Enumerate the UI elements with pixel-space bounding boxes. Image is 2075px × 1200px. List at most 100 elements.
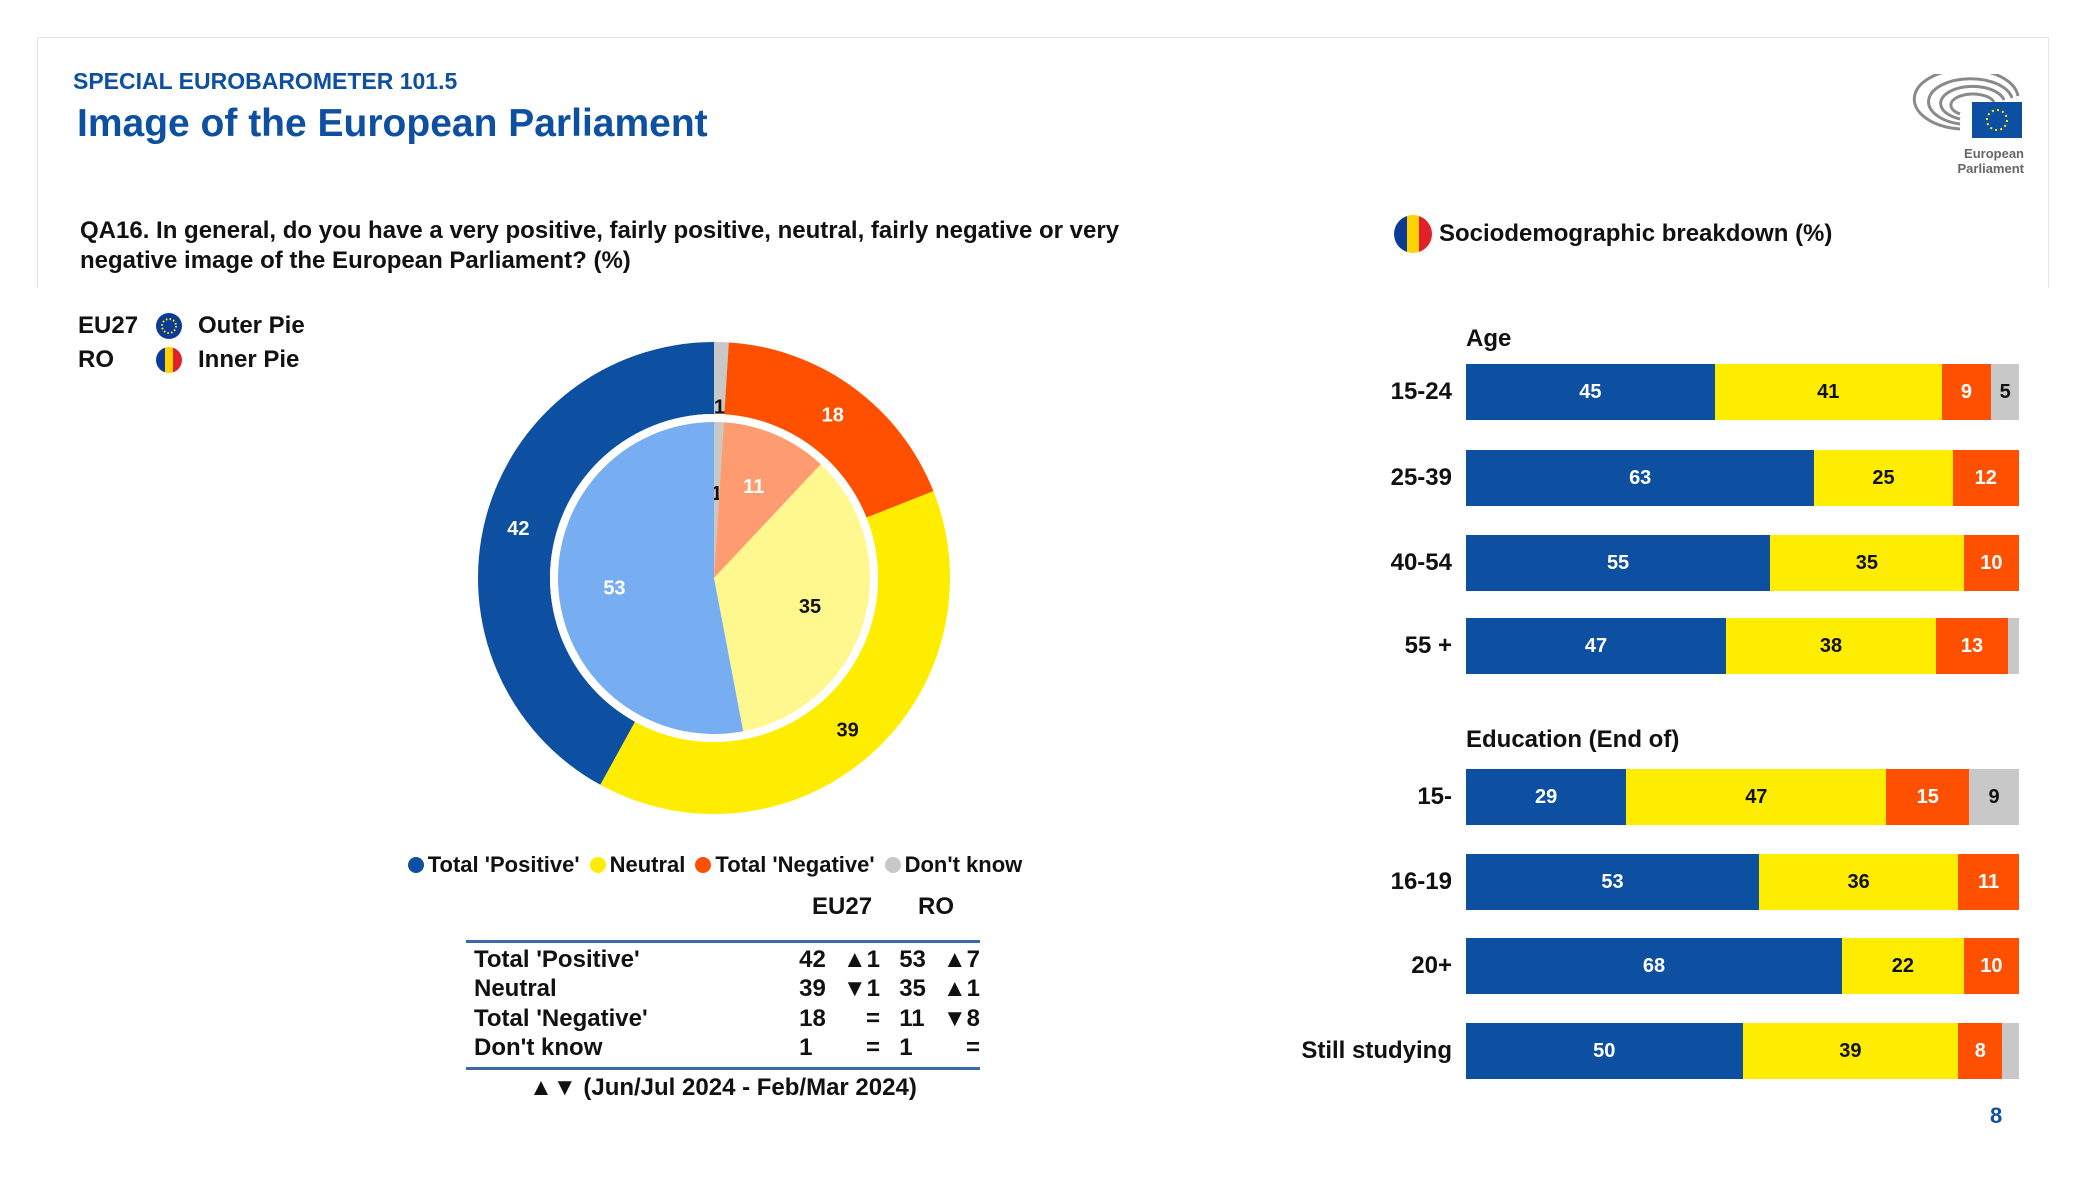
bar-category-label: 16-19 <box>1390 868 1452 895</box>
neutral-dot-icon <box>589 857 606 873</box>
legend-code: RO <box>78 346 114 373</box>
bar-segment-neutral: 47 <box>1626 769 1887 825</box>
question-text: QA16. In general, do you have a very pos… <box>80 217 1120 274</box>
bar-segment-positive: 53 <box>1466 854 1760 910</box>
row-label: Neutral <box>474 975 557 1003</box>
bar-segment-positive: 29 <box>1466 769 1627 825</box>
bar-segment-neutral: 39 <box>1742 1023 1959 1079</box>
eu27-change: = <box>865 1034 880 1062</box>
ro-flag-icon <box>1394 215 1432 253</box>
eu27-change: ▼1 <box>842 975 880 1003</box>
legend-eu27: EU27 Outer Pie <box>78 312 305 340</box>
outer-label-neutral: 39 <box>836 720 858 742</box>
page-title: Image of the European Parliament <box>77 102 708 145</box>
stacked-bar: 55 35 10 <box>1466 535 2019 591</box>
legend-label: Neutral <box>609 852 686 877</box>
socio-title: Sociodemographic breakdown (%) <box>1439 220 1833 247</box>
outer-label-negative: 18 <box>822 405 844 427</box>
negative-dot-icon <box>695 857 712 873</box>
eu27-value: 39 <box>799 975 826 1003</box>
bar-category-label: 55 + <box>1404 632 1452 659</box>
ro-value: 35 <box>899 975 926 1003</box>
ro-change: = <box>965 1034 980 1062</box>
outer-label-dontknow: 1 <box>714 396 725 418</box>
eu27-value: 42 <box>799 945 826 973</box>
bar-segment-neutral: 35 <box>1770 535 1964 591</box>
stacked-bar: 68 22 10 <box>1466 938 2019 994</box>
bar-segment-positive: 68 <box>1466 938 1843 994</box>
bar-segment-dontknow: 5 <box>1991 364 2019 420</box>
stacked-bar: 29 47 15 9 <box>1466 769 2019 825</box>
bar-segment-neutral: 38 <box>1725 618 1937 674</box>
eu27-value: 1 <box>799 1034 813 1062</box>
bar-segment-negative: 10 <box>1963 938 2019 994</box>
legend-label: Inner Pie <box>198 346 300 373</box>
dontknow-dot-icon <box>884 857 901 873</box>
row-label: Don't know <box>474 1034 603 1062</box>
legend-label: Total 'Negative' <box>715 852 875 877</box>
ro-value: 1 <box>899 1034 913 1062</box>
eu27-change: ▲1 <box>842 945 880 973</box>
ro-change: ▼8 <box>942 1004 980 1032</box>
eu27-change: = <box>865 1004 880 1032</box>
section-heading: Education (End of) <box>1466 726 1680 753</box>
inner-slice-positive <box>558 422 744 734</box>
legend-label: Outer Pie <box>198 312 305 339</box>
bar-category-label: 20+ <box>1411 952 1452 979</box>
outer-slice-neutral <box>600 491 950 814</box>
ro-change: ▲1 <box>942 975 980 1003</box>
bar-category-label: 15-24 <box>1390 378 1452 405</box>
section-heading: Age <box>1466 325 1512 352</box>
inner-slice-negative <box>714 422 821 578</box>
bar-segment-neutral: 36 <box>1759 854 1959 910</box>
outer-slice-negative <box>724 342 934 518</box>
stacked-bar: 47 38 13 <box>1466 618 2019 674</box>
bar-segment-negative: 10 <box>1963 535 2019 591</box>
legend-neutral: Neutral <box>589 852 686 878</box>
ro-value: 53 <box>899 945 926 973</box>
row-label: Total 'Negative' <box>474 1004 648 1032</box>
logo-text: European Parliament <box>1957 146 2024 176</box>
outer-label-positive: 42 <box>507 518 529 540</box>
stacked-bar: 45 41 9 5 <box>1466 364 2019 420</box>
bar-segment-negative: 12 <box>1952 450 2019 506</box>
bar-segment-neutral: 41 <box>1714 364 1942 420</box>
bar-segment-dontknow <box>2002 1023 2019 1079</box>
inner-label-negative: 11 <box>743 476 764 498</box>
bar-segment-neutral: 22 <box>1842 938 1964 994</box>
legend-ro: RO Inner Pie <box>78 346 299 374</box>
bar-category-label: 25-39 <box>1390 464 1452 491</box>
bar-segment-neutral: 25 <box>1814 450 1953 506</box>
ro-change: ▲7 <box>942 945 980 973</box>
eu-flag-icon <box>156 313 182 339</box>
table-header-eu27: EU27 <box>812 893 873 920</box>
bar-category-label: Still studying <box>1301 1037 1452 1064</box>
ro-value: 11 <box>899 1004 925 1032</box>
legend-label: Total 'Positive' <box>427 852 580 877</box>
bar-segment-negative: 9 <box>1941 364 1992 420</box>
legend-dontknow: Don't know <box>884 852 1023 878</box>
outer-slice-positive <box>478 342 714 785</box>
legend-negative: Total 'Negative' <box>695 852 875 878</box>
table-row: Neutral 39 ▼1 35 ▲1 <box>466 975 980 1005</box>
slide-frame <box>37 37 2049 288</box>
bar-segment-negative: 13 <box>1936 618 2008 674</box>
inner-label-neutral: 35 <box>799 596 821 618</box>
bar-segment-dontknow: 9 <box>1969 769 2019 825</box>
legend-code: EU27 <box>78 312 139 339</box>
row-label: Total 'Positive' <box>474 945 640 973</box>
comparison-table: Total 'Positive' 42 ▲1 53 ▲7 Neutral 39 ▼… <box>466 940 980 1070</box>
positive-dot-icon <box>407 857 424 873</box>
table-footnote: ▲▼ (Jun/Jul 2024 - Feb/Mar 2024) <box>529 1074 917 1101</box>
bar-segment-positive: 63 <box>1466 450 1815 506</box>
legend-positive: Total 'Positive' <box>407 852 580 878</box>
bar-segment-positive: 50 <box>1466 1023 1743 1079</box>
stacked-bar: 53 36 11 <box>1466 854 2019 910</box>
stacked-bar: 63 25 12 <box>1466 450 2019 506</box>
eu27-value: 18 <box>799 1004 826 1032</box>
inner-label-dontknow: 1 <box>711 483 722 505</box>
inner-slice-neutral <box>714 464 870 732</box>
stacked-bar: 50 39 8 <box>1466 1023 2019 1079</box>
legend-label: Don't know <box>904 852 1023 877</box>
